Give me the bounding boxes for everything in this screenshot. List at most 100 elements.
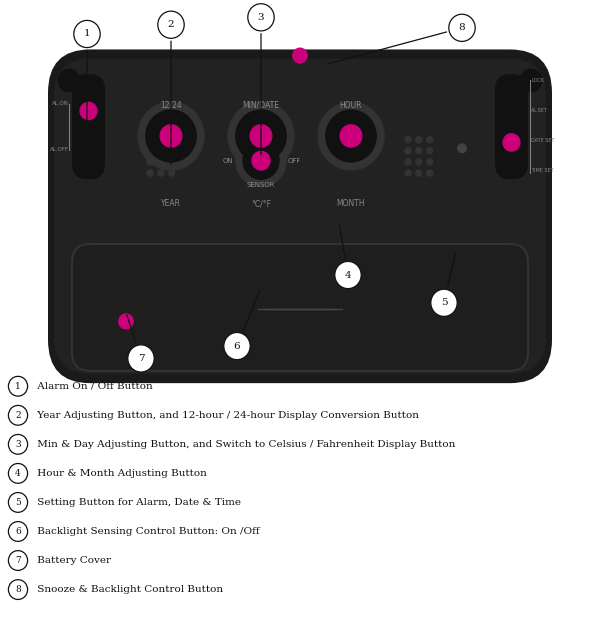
- Circle shape: [427, 137, 433, 143]
- Text: Setting Button for Alarm, Date & Time: Setting Button for Alarm, Date & Time: [34, 498, 241, 507]
- Text: 2: 2: [167, 20, 175, 29]
- Text: TIME SET: TIME SET: [531, 168, 554, 173]
- Text: 6: 6: [233, 342, 241, 350]
- Circle shape: [405, 170, 411, 176]
- Text: Year Adjusting Button, and 12-hour / 24-hour Display Conversion Button: Year Adjusting Button, and 12-hour / 24-…: [34, 411, 419, 420]
- Circle shape: [250, 125, 272, 147]
- Circle shape: [147, 137, 153, 143]
- Text: 1: 1: [83, 30, 91, 38]
- Circle shape: [248, 4, 274, 31]
- FancyBboxPatch shape: [72, 74, 105, 179]
- Circle shape: [318, 102, 384, 170]
- Text: DATE SET: DATE SET: [531, 138, 554, 143]
- Circle shape: [252, 151, 270, 170]
- Text: 6: 6: [15, 527, 21, 536]
- Text: 1: 1: [15, 382, 21, 391]
- Circle shape: [8, 434, 28, 454]
- Circle shape: [169, 170, 175, 176]
- Text: Hour & Month Adjusting Button: Hour & Month Adjusting Button: [34, 469, 206, 478]
- FancyBboxPatch shape: [72, 244, 528, 371]
- Circle shape: [236, 135, 286, 187]
- Circle shape: [427, 148, 433, 154]
- Circle shape: [147, 170, 153, 176]
- Circle shape: [169, 148, 175, 154]
- Text: MONTH: MONTH: [337, 200, 365, 208]
- Circle shape: [58, 69, 80, 91]
- Circle shape: [405, 159, 411, 165]
- FancyBboxPatch shape: [495, 74, 528, 179]
- Circle shape: [160, 125, 182, 147]
- Circle shape: [427, 170, 433, 176]
- Circle shape: [458, 144, 466, 153]
- Text: 7: 7: [137, 354, 145, 363]
- Circle shape: [147, 148, 153, 154]
- Text: MIN/DATE: MIN/DATE: [242, 101, 280, 109]
- Text: YEAR: YEAR: [161, 200, 181, 208]
- Text: Backlight Sensing Control Button: On /Off: Backlight Sensing Control Button: On /Of…: [34, 527, 259, 536]
- Circle shape: [8, 522, 28, 541]
- Circle shape: [224, 332, 250, 360]
- Circle shape: [8, 551, 28, 570]
- Text: AL.OFF: AL.OFF: [50, 147, 69, 152]
- Circle shape: [405, 148, 411, 154]
- Text: Battery Cover: Battery Cover: [34, 556, 110, 565]
- Circle shape: [416, 137, 422, 143]
- Text: 5: 5: [15, 498, 21, 507]
- Circle shape: [119, 314, 133, 329]
- Text: SENSOR: SENSOR: [247, 182, 275, 188]
- Text: 5: 5: [440, 298, 448, 307]
- Text: 4: 4: [344, 271, 352, 279]
- Circle shape: [8, 405, 28, 425]
- Text: Snooze & Backlight Control Button: Snooze & Backlight Control Button: [34, 585, 223, 594]
- Circle shape: [74, 20, 100, 48]
- Circle shape: [158, 159, 164, 165]
- Text: 3: 3: [15, 440, 21, 449]
- Circle shape: [243, 142, 279, 179]
- Circle shape: [169, 159, 175, 165]
- Text: Min & Day Adjusting Button, and Switch to Celsius / Fahrenheit Display Button: Min & Day Adjusting Button, and Switch t…: [34, 440, 455, 449]
- Circle shape: [158, 148, 164, 154]
- Circle shape: [293, 48, 307, 63]
- Text: Alarm On / Off Button: Alarm On / Off Button: [34, 382, 152, 391]
- Text: HOUR: HOUR: [340, 101, 362, 109]
- Text: 3: 3: [257, 13, 265, 22]
- Circle shape: [158, 170, 164, 176]
- Text: 4: 4: [15, 469, 21, 478]
- Circle shape: [520, 69, 542, 91]
- Circle shape: [326, 110, 376, 162]
- Text: 8: 8: [458, 23, 466, 32]
- Circle shape: [416, 170, 422, 176]
- Text: ON: ON: [223, 158, 233, 164]
- Text: 12/24: 12/24: [160, 101, 182, 109]
- Circle shape: [8, 493, 28, 512]
- Circle shape: [335, 261, 361, 289]
- Circle shape: [416, 148, 422, 154]
- Text: OFF: OFF: [287, 158, 301, 164]
- Text: AL.ON: AL.ON: [52, 101, 69, 106]
- Circle shape: [158, 137, 164, 143]
- Circle shape: [340, 125, 362, 147]
- Text: °C/°F: °C/°F: [251, 200, 271, 208]
- Text: LOCK: LOCK: [531, 78, 544, 83]
- Circle shape: [228, 102, 294, 170]
- Circle shape: [80, 103, 97, 120]
- Circle shape: [427, 159, 433, 165]
- FancyBboxPatch shape: [54, 59, 546, 374]
- Circle shape: [8, 376, 28, 396]
- FancyBboxPatch shape: [48, 49, 552, 383]
- Circle shape: [128, 345, 154, 372]
- Circle shape: [449, 14, 475, 41]
- Circle shape: [8, 580, 28, 599]
- Circle shape: [236, 110, 286, 162]
- Text: 8: 8: [15, 585, 21, 594]
- Circle shape: [158, 11, 184, 38]
- Circle shape: [146, 110, 196, 162]
- Circle shape: [8, 464, 28, 483]
- Circle shape: [431, 289, 457, 316]
- Text: 2: 2: [15, 411, 21, 420]
- Circle shape: [405, 137, 411, 143]
- Circle shape: [503, 134, 520, 151]
- Circle shape: [138, 102, 204, 170]
- Text: 7: 7: [15, 556, 21, 565]
- Text: AL.SET: AL.SET: [531, 108, 548, 113]
